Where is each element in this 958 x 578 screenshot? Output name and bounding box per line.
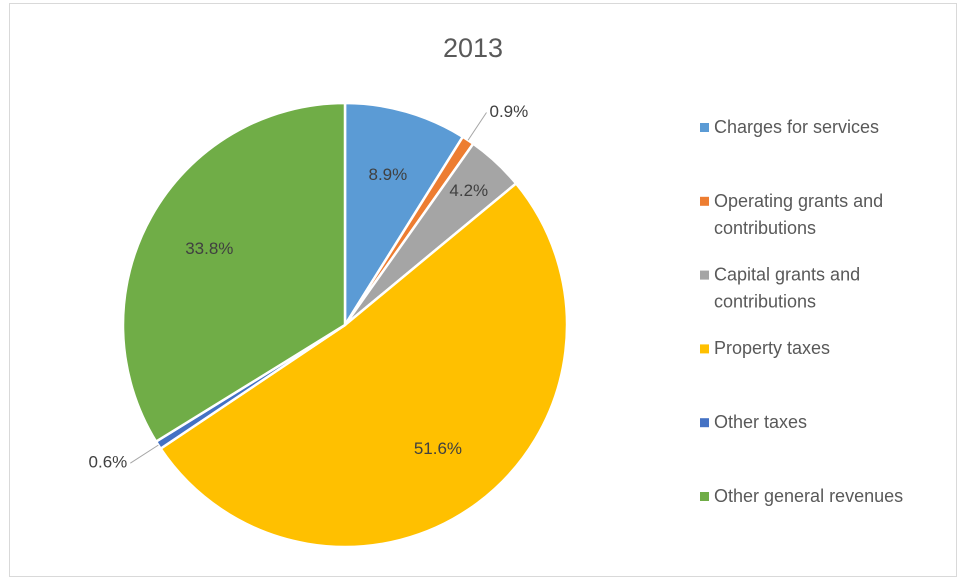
legend-label: Other taxes [714,412,807,432]
leader-line [130,444,159,464]
data-label: 51.6% [414,439,462,458]
legend-label: Operating grants and contributions [714,191,883,238]
leader-line [467,112,487,141]
data-label: 33.8% [185,239,233,258]
legend-label: Charges for services [714,117,879,137]
legend-swatch [700,270,709,280]
legend-label: Other general revenues [714,486,903,506]
data-label: 4.2% [449,181,488,200]
legend-swatch [700,344,709,354]
data-label: 8.9% [369,165,408,184]
data-label: 0.6% [89,453,128,472]
pie-slice [158,181,569,549]
legend-label: Property taxes [714,338,830,358]
legend-swatch [700,196,709,206]
legend-label: Capital grants and contributions [714,264,860,311]
data-label: 0.9% [490,102,529,121]
legend-swatch [700,123,709,132]
pie-slice [121,101,347,444]
legend-swatch [700,418,709,428]
legend-swatch [700,492,709,501]
pie-slice [343,101,465,330]
chart-title: 2013 [443,33,503,63]
